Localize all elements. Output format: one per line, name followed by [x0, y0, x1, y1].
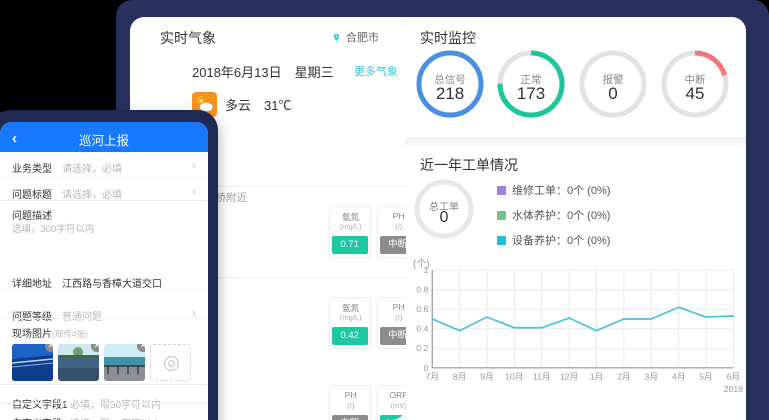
svg-text:6月: 6月 — [727, 371, 741, 381]
svg-text:4月: 4月 — [672, 371, 686, 381]
svg-text:2018: 2018 — [724, 384, 744, 394]
svg-text:7月: 7月 — [425, 371, 439, 381]
svg-text:1: 1 — [424, 265, 429, 275]
svg-text:8月: 8月 — [453, 371, 467, 381]
svg-text:10月: 10月 — [505, 371, 523, 381]
svg-text:9月: 9月 — [480, 371, 494, 381]
svg-text:0.6: 0.6 — [416, 304, 428, 314]
svg-text:3月: 3月 — [645, 371, 659, 381]
svg-text:5月: 5月 — [699, 371, 713, 381]
svg-text:0.2: 0.2 — [416, 343, 428, 353]
svg-text:11月: 11月 — [533, 371, 551, 381]
svg-text:1月: 1月 — [590, 371, 604, 381]
svg-text:0.4: 0.4 — [416, 324, 428, 334]
svg-text:12月: 12月 — [560, 371, 578, 381]
svg-text:0.8: 0.8 — [416, 285, 428, 295]
svg-text:2月: 2月 — [617, 371, 631, 381]
